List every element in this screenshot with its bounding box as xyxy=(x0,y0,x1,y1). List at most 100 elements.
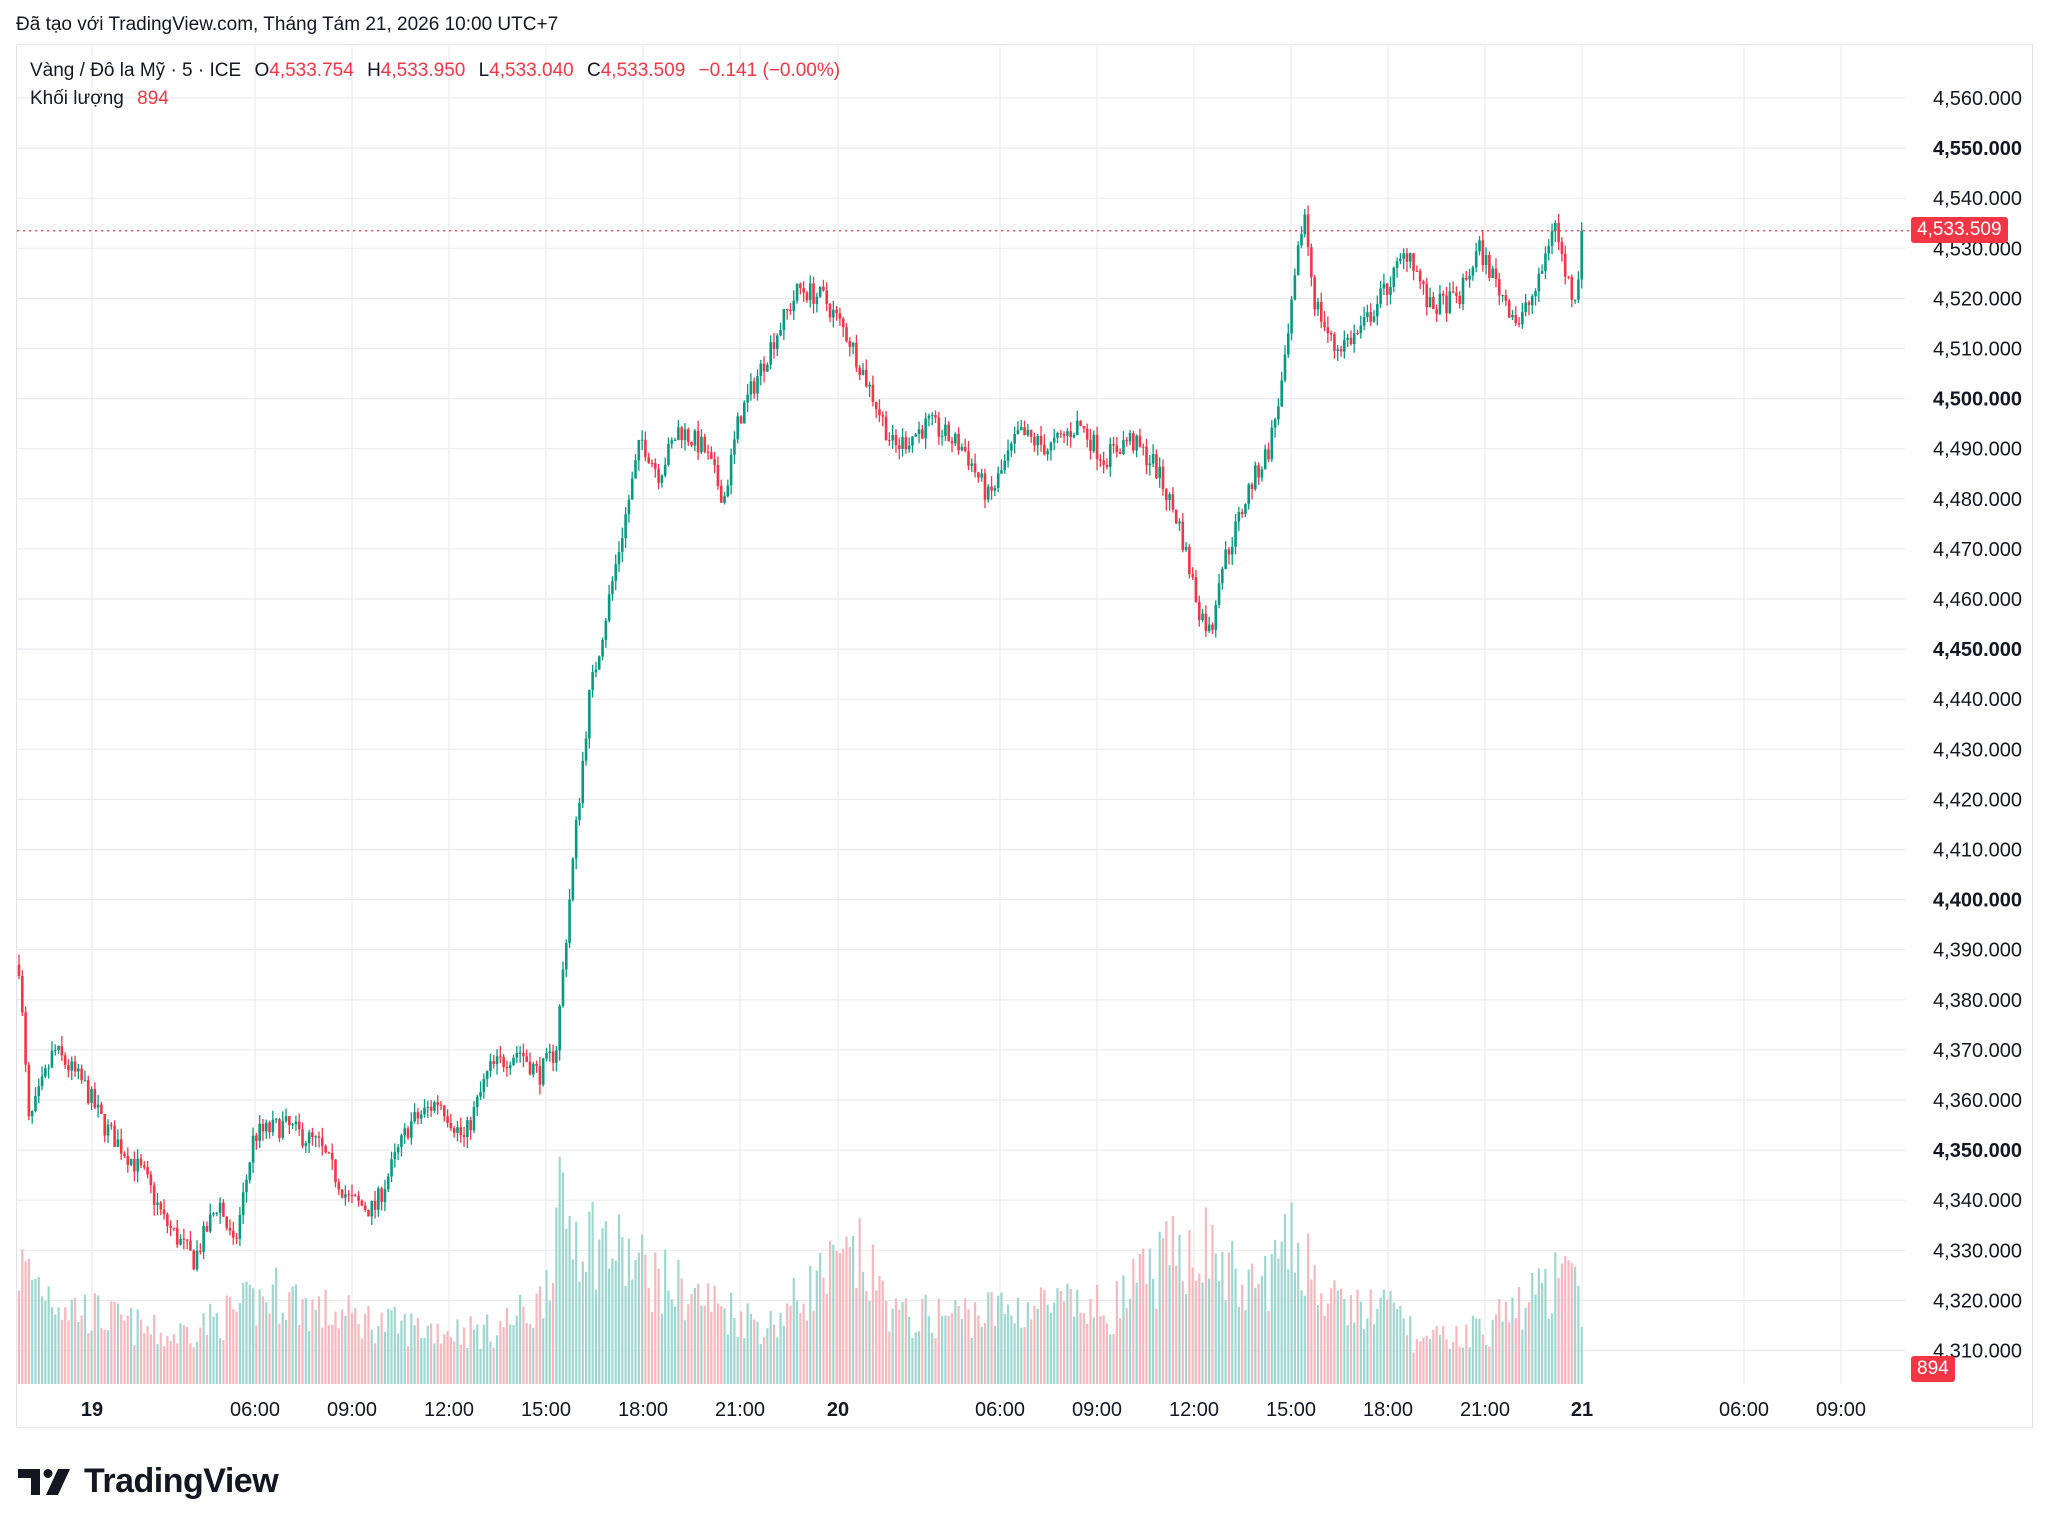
volume-bar xyxy=(1369,1289,1372,1384)
candle-body xyxy=(1092,434,1096,451)
volume-bar xyxy=(1023,1327,1026,1384)
volume-bar xyxy=(321,1327,324,1384)
candle-body xyxy=(1184,546,1188,551)
volume-bar xyxy=(1428,1338,1432,1384)
candle-body xyxy=(545,1053,548,1059)
candle-body xyxy=(1194,577,1198,602)
candle-body xyxy=(963,447,967,452)
candle-body xyxy=(970,463,974,466)
candle-body xyxy=(472,1107,476,1131)
candle-body xyxy=(733,439,736,455)
volume-bar xyxy=(1550,1313,1554,1384)
candle-body xyxy=(703,436,707,452)
candle-body xyxy=(235,1237,238,1239)
volume-label[interactable]: Khối lượng xyxy=(30,88,124,109)
volume-bar xyxy=(459,1344,462,1384)
candle-body xyxy=(917,429,921,435)
candle-body xyxy=(841,318,845,328)
candle-body xyxy=(940,435,944,437)
volume-bar xyxy=(1567,1260,1570,1384)
candle-body xyxy=(1277,406,1280,420)
volume-bar xyxy=(634,1259,637,1384)
volume-bar xyxy=(245,1281,248,1384)
candle-body xyxy=(752,381,756,394)
volume-bar xyxy=(357,1324,360,1384)
candle-body xyxy=(1484,254,1488,266)
candle-body xyxy=(1036,435,1040,446)
volume-bar xyxy=(443,1334,446,1384)
volume-bar xyxy=(248,1284,251,1384)
tradingview-logo[interactable]: TradingView xyxy=(18,1462,279,1501)
candle-body xyxy=(897,445,901,449)
volume-bar xyxy=(736,1336,739,1384)
volume-bar xyxy=(1508,1322,1511,1384)
volume-bar xyxy=(941,1315,944,1384)
volume-bar xyxy=(1198,1273,1201,1384)
candle-body xyxy=(1329,333,1333,335)
volume-bar xyxy=(805,1320,809,1384)
candle-body xyxy=(1455,292,1458,296)
candle-body xyxy=(1221,568,1224,584)
candle-body xyxy=(347,1194,350,1196)
volume-bar xyxy=(73,1297,77,1384)
symbol-label[interactable]: Vàng / Đô la Mỹ · 5 · ICE xyxy=(30,60,242,81)
candle-body xyxy=(363,1205,367,1210)
candle-body xyxy=(1267,449,1270,460)
volume-bar xyxy=(1277,1258,1280,1384)
candle-body xyxy=(1375,304,1379,317)
volume-bar xyxy=(621,1236,624,1384)
volume-bar xyxy=(980,1326,983,1384)
candle-body xyxy=(1474,251,1478,268)
candle-body xyxy=(439,1104,443,1106)
time-tick-label: 18:00 xyxy=(618,1399,668,1421)
volume-bar xyxy=(1069,1289,1072,1384)
candle-body xyxy=(693,430,697,446)
time-tick-label: 09:00 xyxy=(1072,1399,1122,1421)
volume-bar xyxy=(1386,1299,1389,1384)
volume-bar xyxy=(733,1318,736,1384)
candle-body xyxy=(647,457,650,463)
candle-body xyxy=(657,468,660,484)
volume-bar xyxy=(1099,1316,1102,1384)
volume-bar xyxy=(126,1315,129,1384)
candle-body xyxy=(617,551,621,565)
volume-bar xyxy=(1343,1299,1346,1384)
volume-bar xyxy=(894,1298,898,1384)
candle-body xyxy=(802,288,805,293)
volume-bar xyxy=(1211,1225,1214,1384)
candle-body xyxy=(914,434,918,437)
candle-body xyxy=(1293,275,1297,300)
volume-bar xyxy=(149,1334,152,1384)
volume-bar xyxy=(27,1258,30,1384)
volume-bar xyxy=(627,1238,631,1384)
candle-body xyxy=(1316,301,1320,310)
volume-bar xyxy=(1517,1287,1521,1384)
candle-body xyxy=(67,1065,70,1071)
candle-body xyxy=(977,472,980,478)
volume-bar xyxy=(545,1270,548,1384)
open-value: 4,533.754 xyxy=(269,60,354,81)
volume-bar xyxy=(865,1291,868,1384)
candle-body xyxy=(775,335,779,349)
volume-bar xyxy=(80,1315,83,1384)
candle-body xyxy=(1006,450,1010,461)
volume-bar xyxy=(1224,1300,1227,1384)
volume-bar xyxy=(812,1310,815,1384)
price-tick-label: 4,380.000 xyxy=(1933,990,2022,1012)
candle-body xyxy=(1504,295,1508,301)
volume-bar xyxy=(1287,1269,1290,1384)
candle-body xyxy=(1511,314,1514,318)
volume-bar xyxy=(476,1324,479,1384)
candle-body xyxy=(1052,437,1056,443)
volume-bar xyxy=(815,1270,818,1384)
volume-bar xyxy=(1574,1266,1577,1384)
chart-frame[interactable] xyxy=(16,44,2033,1428)
candle-body xyxy=(644,439,647,458)
volume-bar xyxy=(1184,1293,1188,1384)
volume-bar xyxy=(1158,1231,1161,1384)
volume-bar xyxy=(67,1320,70,1384)
volume-bar xyxy=(571,1259,574,1384)
price-chart[interactable]: 4,560.000 4,550.000 4,540.000 4,530.000 4,52… xyxy=(0,0,2048,1440)
volume-bar xyxy=(782,1325,785,1384)
candle-body xyxy=(1039,435,1043,445)
